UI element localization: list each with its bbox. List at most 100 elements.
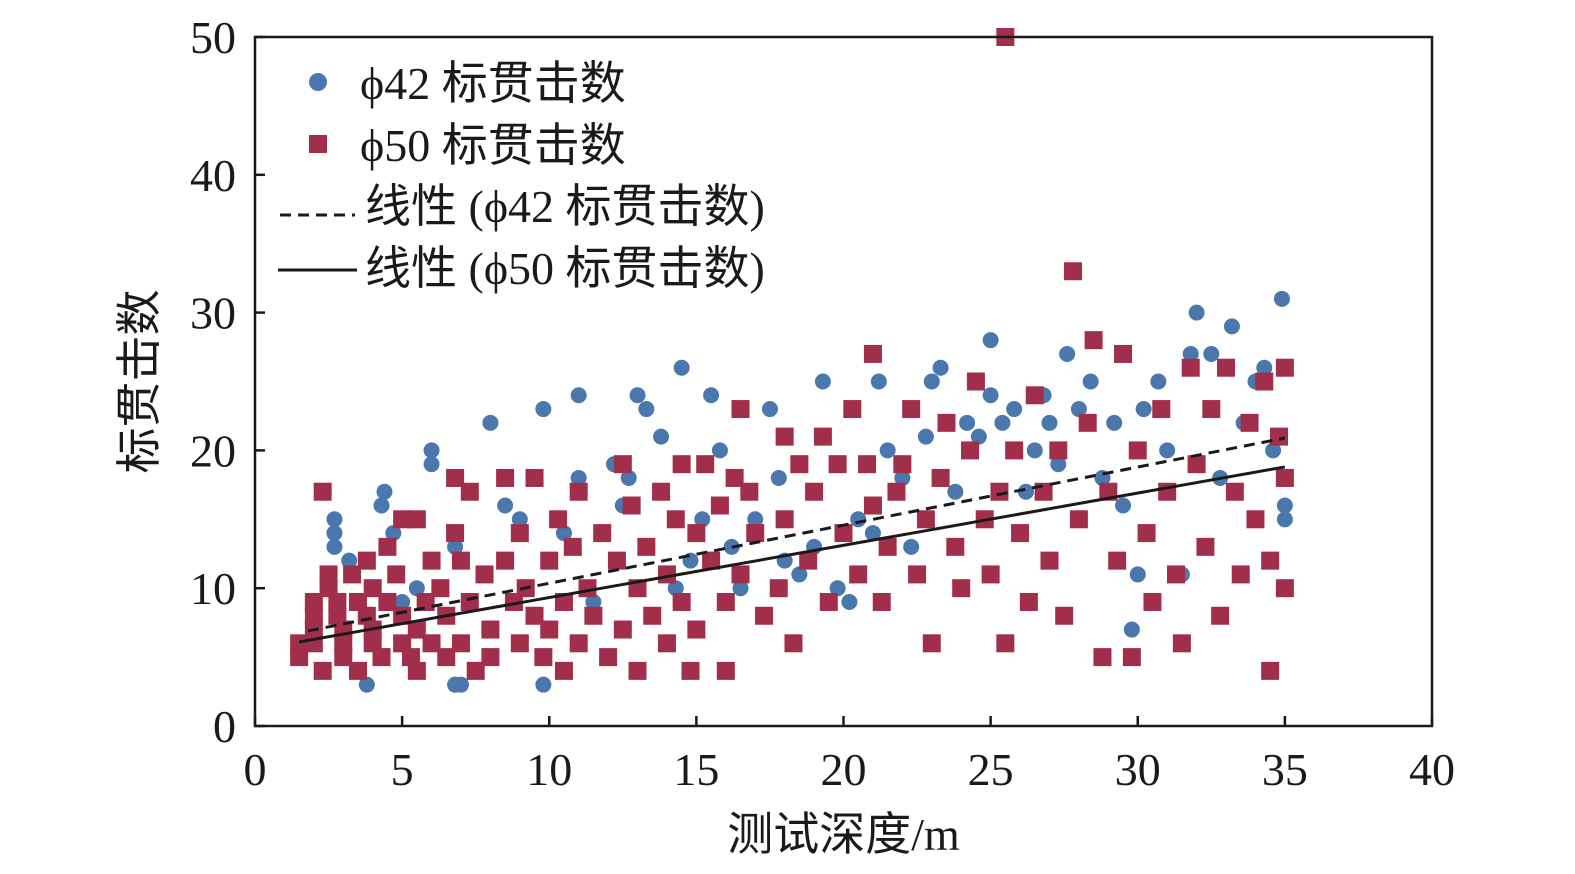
data-point-phi50	[525, 606, 544, 625]
data-point-phi50	[746, 524, 765, 543]
data-point-phi50	[981, 565, 1000, 584]
data-point-phi42	[1006, 401, 1023, 418]
data-point-phi50	[628, 661, 647, 680]
data-point-phi42	[1273, 290, 1290, 307]
data-point-phi42	[423, 442, 440, 459]
data-point-phi42	[747, 511, 764, 528]
data-point-phi50	[1108, 551, 1127, 570]
x-tick-label: 0	[244, 744, 267, 795]
data-point-phi50	[378, 537, 397, 556]
data-point-phi42	[629, 387, 646, 404]
data-point-phi50	[416, 592, 435, 611]
data-point-phi42	[535, 676, 552, 693]
data-point-phi42	[814, 373, 831, 390]
data-point-phi50	[637, 537, 656, 556]
data-point-phi50	[1114, 344, 1133, 363]
data-point-phi42	[1059, 345, 1076, 362]
data-point-phi50	[672, 455, 691, 474]
data-point-phi50	[893, 455, 912, 474]
data-point-phi50	[666, 510, 685, 529]
data-point-phi42	[870, 373, 887, 390]
data-point-phi42	[791, 566, 808, 583]
data-point-phi50	[687, 620, 706, 639]
data-point-phi50	[563, 537, 582, 556]
data-point-phi42	[1106, 414, 1123, 431]
data-point-phi50	[1084, 331, 1103, 350]
data-point-phi42	[673, 359, 690, 376]
data-point-phi50	[510, 634, 529, 653]
data-point-phi42	[376, 483, 393, 500]
legend-item-phi42: ϕ42 标贯击数	[309, 58, 626, 109]
data-point-phi42	[653, 428, 670, 445]
data-point-phi50	[775, 427, 794, 446]
x-axis-title: 测试深度/m	[727, 809, 960, 860]
data-point-phi42	[947, 483, 964, 500]
data-point-phi42	[923, 373, 940, 390]
data-point-phi50	[504, 592, 523, 611]
data-point-phi50	[613, 620, 632, 639]
data-point-phi50	[475, 565, 494, 584]
data-point-phi50	[834, 524, 853, 543]
legend-label: ϕ50 标贯击数	[360, 120, 626, 171]
data-point-phi42	[373, 497, 390, 514]
data-point-phi50	[510, 524, 529, 543]
data-point-phi42	[1115, 497, 1132, 514]
data-point-phi42	[1256, 359, 1273, 376]
trend-line-phi42	[307, 436, 1286, 633]
data-point-phi50	[990, 482, 1009, 501]
data-point-phi50	[652, 482, 671, 501]
data-point-phi50	[460, 592, 479, 611]
data-point-phi50	[740, 482, 759, 501]
data-point-phi50	[775, 510, 794, 529]
data-point-phi50	[1211, 606, 1230, 625]
x-tick-label: 5	[391, 744, 414, 795]
data-point-phi50	[790, 455, 809, 474]
data-point-phi50	[828, 455, 847, 474]
data-point-phi50	[540, 620, 559, 639]
data-point-phi50	[496, 551, 515, 570]
data-point-phi50	[599, 648, 618, 667]
data-point-phi50	[755, 606, 774, 625]
data-point-phi50	[1069, 510, 1088, 529]
data-point-phi50	[343, 565, 362, 584]
data-point-phi50	[584, 606, 603, 625]
data-point-phi50	[422, 634, 441, 653]
data-point-phi42	[1082, 373, 1099, 390]
legend-label: ϕ42 标贯击数	[360, 58, 626, 109]
data-point-phi42	[1203, 345, 1220, 362]
data-point-phi50	[657, 634, 676, 653]
data-point-phi50	[858, 455, 877, 474]
data-point-phi50	[1255, 372, 1274, 391]
data-point-phi50	[902, 400, 921, 419]
data-point-phi50	[961, 441, 980, 460]
legend-item-trend-phi42: 线性 (ϕ42 标贯击数)	[280, 181, 765, 232]
x-tick-label: 40	[1409, 744, 1455, 795]
data-point-phi42	[1276, 497, 1293, 514]
data-point-phi42	[903, 538, 920, 555]
data-point-phi50	[607, 551, 626, 570]
data-point-phi42	[879, 442, 896, 459]
data-point-phi42	[1070, 401, 1087, 418]
data-point-phi42	[341, 552, 358, 569]
data-point-phi42	[1123, 621, 1140, 638]
data-point-phi50	[437, 648, 456, 667]
data-point-phi50	[1202, 400, 1221, 419]
data-point-phi42	[894, 469, 911, 486]
data-point-phi50	[622, 496, 641, 515]
data-point-phi42	[1182, 345, 1199, 362]
data-point-phi50	[401, 648, 420, 667]
data-point-phi50	[313, 482, 332, 501]
data-point-phi42	[1223, 318, 1240, 335]
data-point-phi50	[540, 551, 559, 570]
data-point-phi50	[549, 510, 568, 529]
y-tick-label: 0	[213, 701, 236, 752]
data-point-phi50	[363, 579, 382, 598]
data-point-phi50	[643, 606, 662, 625]
data-point-phi50	[1187, 455, 1206, 474]
y-tick-label: 50	[190, 12, 236, 63]
data-point-phi42	[982, 387, 999, 404]
data-point-phi50	[1217, 358, 1236, 377]
data-point-phi50	[937, 413, 956, 432]
data-point-phi42	[732, 580, 749, 597]
data-point-phi42	[447, 538, 464, 555]
